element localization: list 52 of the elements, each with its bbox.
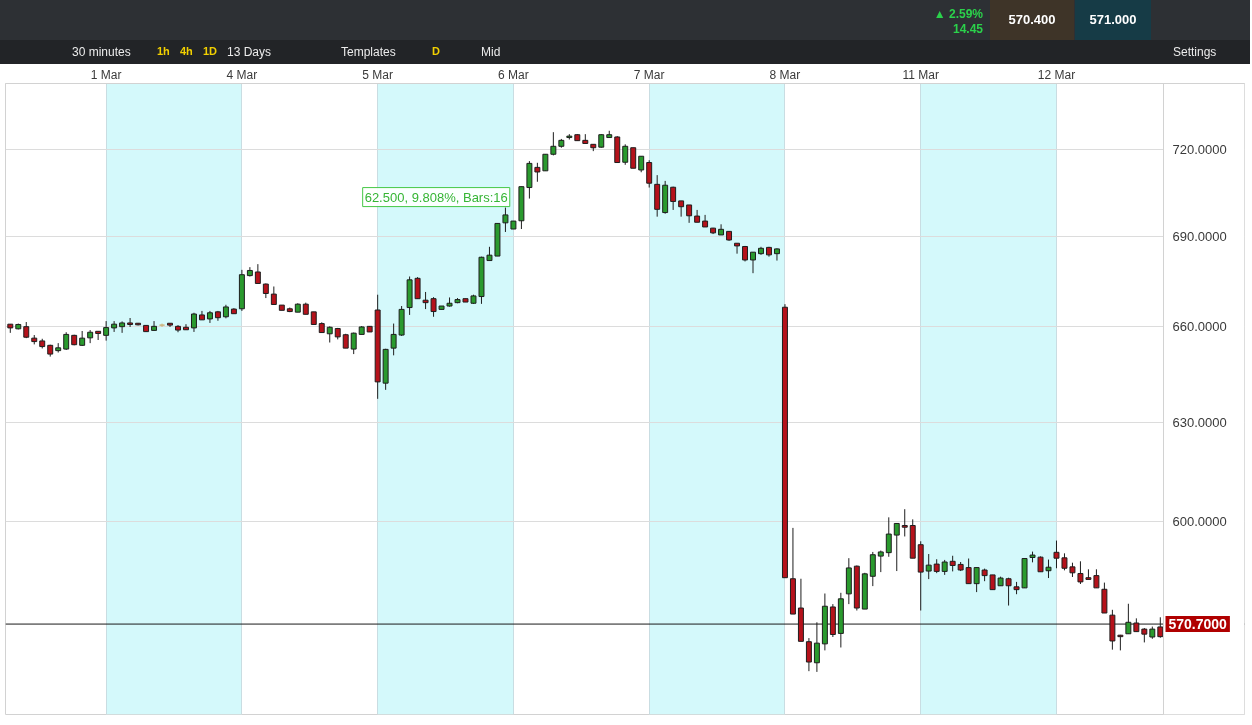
x-tick-label: 7 Mar [633,67,665,82]
candlestick [111,320,118,333]
candlestick [805,637,812,672]
y-tick-label: 660.0000 [1172,319,1227,335]
text: 571.000 [1075,0,1151,40]
candlestick [103,320,110,342]
candlestick [925,553,932,580]
candlestick [678,200,685,218]
text: 570.400 [990,0,1074,40]
candlestick [1053,540,1060,569]
candlestick [901,508,908,537]
candlestick [630,147,637,169]
candlestick [183,323,189,331]
y-tick-label: 720.0000 [1172,141,1227,157]
candlestick [893,522,900,572]
candlestick [151,320,158,332]
y-tick-label: 630.0000 [1172,414,1227,430]
y-tick-label: 690.0000 [1172,228,1227,244]
candlestick [1101,582,1108,614]
candlestick [885,516,892,558]
x-tick-label: 6 Mar [498,67,529,82]
text: 4h [180,44,193,59]
x-tick-label: 11 Mar [902,67,939,82]
text: 30 minutes [72,44,131,61]
candlestick [869,551,876,587]
text: Templates [341,44,396,61]
candlestick [622,143,629,166]
y-tick-label: 600.0000 [1172,514,1227,530]
text: 1D [203,44,218,59]
candlestick [127,317,134,328]
x-tick-label: 8 Mar [769,67,801,82]
annotation: 62.500, 9.808%, Bars:16 [364,189,508,205]
text: Mid [481,44,501,61]
candlestick [718,223,725,236]
text: D [432,44,440,59]
text: ▲ 2.59% [933,6,983,23]
text: 13 Days [227,44,272,61]
x-tick-label: 12 Mar [1037,67,1076,82]
x-tick-label: 4 Mar [226,67,258,82]
candlestick [750,251,756,274]
text: Settings [1173,44,1217,61]
x-tick-label: 5 Mar [362,67,394,82]
text: 14.45 [952,21,983,38]
candlestick [254,263,261,284]
candlestick [95,330,102,341]
ref-line-label: 570.7000 [1168,616,1228,633]
candlestick [773,247,780,262]
candlestick [646,159,653,189]
candlestick [734,242,741,255]
text: 1h [157,44,170,59]
candlestick [119,320,126,334]
x-tick-label: 1 Mar [90,67,122,82]
